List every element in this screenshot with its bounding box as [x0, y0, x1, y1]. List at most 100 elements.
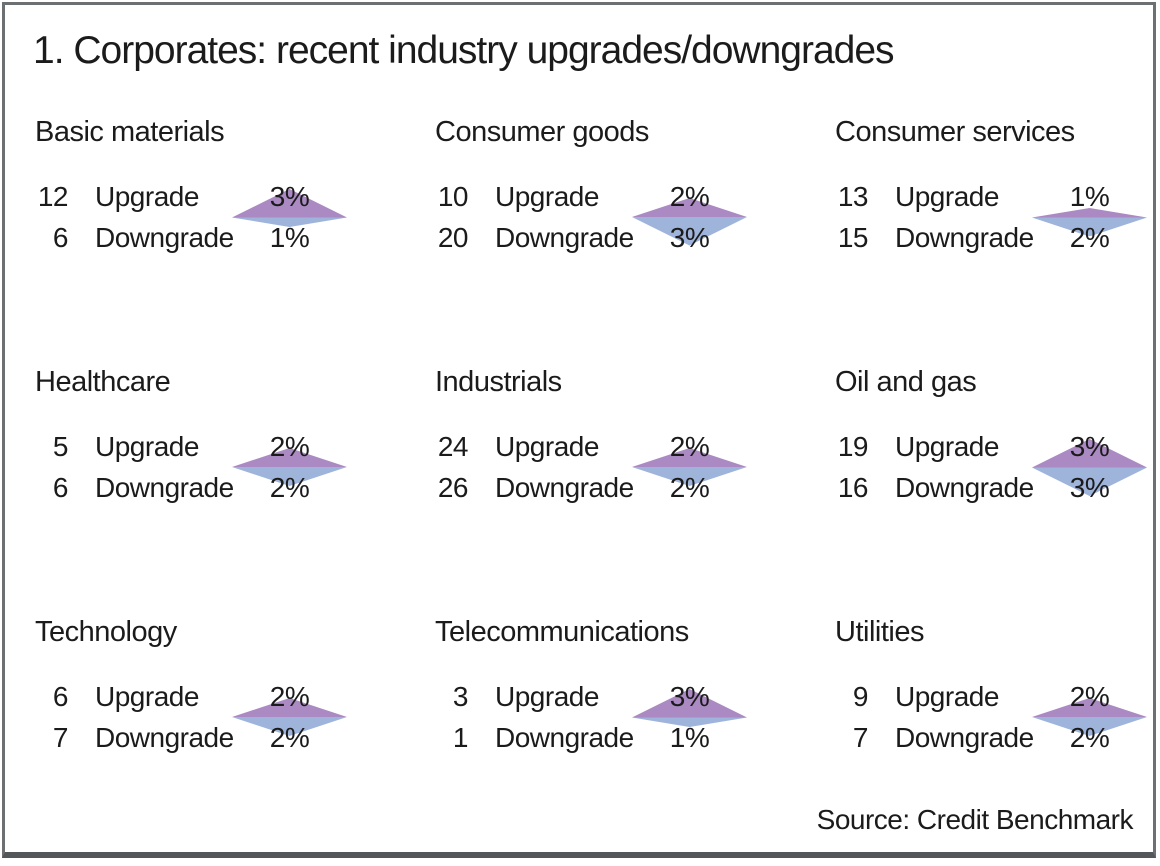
upgrade-row: 10 Upgrade 2%: [435, 176, 807, 217]
downgrade-count: 16: [837, 471, 869, 503]
upgrade-downgrade-diamond: [632, 688, 747, 727]
upgrade-pct: 3%: [669, 680, 710, 712]
sector-title: Consumer goods: [435, 116, 649, 148]
sector-rows: 6 Upgrade 2% 7 Downgrade 2%: [35, 676, 407, 758]
upgrade-pct: 2%: [269, 680, 310, 712]
downgrade-triangle: [1032, 717, 1147, 736]
upgrade-label: Upgrade: [95, 680, 199, 712]
upgrade-triangle: [632, 198, 747, 217]
downgrade-count: 1: [452, 721, 469, 753]
sector-panel-healthcare: Healthcare 5 Upgrade 2% 6 Downgrade 2%: [35, 366, 407, 611]
downgrade-count: 15: [837, 221, 869, 253]
downgrade-triangle: [632, 217, 747, 246]
downgrade-row: 20 Downgrade 3%: [435, 217, 807, 258]
downgrade-pct: 2%: [269, 471, 310, 503]
chart-title: 1. Corporates: recent industry upgrades/…: [33, 29, 895, 72]
downgrade-label: Downgrade: [95, 721, 234, 753]
upgrade-triangle: [232, 188, 347, 217]
source-note: Source: Credit Benchmark: [816, 804, 1134, 835]
upgrade-triangle: [1032, 698, 1147, 717]
sector-rows: 13 Upgrade 1% 15 Downgrade 2%: [835, 176, 1160, 258]
downgrade-label: Downgrade: [495, 721, 634, 753]
sector-panel-basic-materials: Basic materials 12 Upgrade 3% 6 Downgrad…: [35, 116, 407, 361]
sector-panel-telecommunications: Telecommunications 3 Upgrade 3% 1 Downgr…: [435, 616, 807, 861]
downgrade-row: 1 Downgrade 1%: [435, 717, 807, 758]
upgrade-triangle: [632, 448, 747, 467]
upgrade-row: 12 Upgrade 3%: [35, 176, 407, 217]
upgrade-downgrade-diamond: [232, 698, 347, 736]
sector-panel-consumer-goods: Consumer goods 10 Upgrade 2% 20 Downgrad…: [435, 116, 807, 361]
upgrade-label: Upgrade: [895, 680, 999, 712]
upgrade-row: 19 Upgrade 3%: [835, 426, 1160, 467]
sector-title: Industrials: [435, 366, 562, 398]
upgrade-downgrade-diamond: [1032, 698, 1147, 736]
downgrade-triangle: [232, 717, 347, 736]
downgrade-row: 6 Downgrade 2%: [35, 467, 407, 508]
sector-panel-industrials: Industrials 24 Upgrade 2% 26 Downgrade 2…: [435, 366, 807, 611]
downgrade-pct: 1%: [669, 721, 710, 753]
upgrade-downgrade-diamond: [232, 448, 347, 486]
upgrade-count: 6: [52, 680, 69, 712]
upgrade-label: Upgrade: [895, 180, 999, 212]
upgrade-triangle: [1032, 207, 1147, 217]
upgrade-pct: 2%: [669, 430, 710, 462]
sector-rows: 12 Upgrade 3% 6 Downgrade 1%: [35, 176, 407, 258]
downgrade-row: 7 Downgrade 2%: [35, 717, 407, 758]
upgrade-count: 19: [837, 430, 869, 462]
sector-title: Consumer services: [835, 116, 1075, 148]
upgrade-label: Upgrade: [895, 430, 999, 462]
upgrade-count: 9: [852, 680, 869, 712]
downgrade-label: Downgrade: [95, 221, 234, 253]
upgrade-label: Upgrade: [495, 430, 599, 462]
upgrade-label: Upgrade: [495, 680, 599, 712]
sector-rows: 5 Upgrade 2% 6 Downgrade 2%: [35, 426, 407, 508]
downgrade-row: 16 Downgrade 3%: [835, 467, 1160, 508]
downgrade-pct: 2%: [269, 721, 310, 753]
downgrade-label: Downgrade: [895, 721, 1034, 753]
upgrade-row: 13 Upgrade 1%: [835, 176, 1160, 217]
downgrade-count: 26: [437, 471, 469, 503]
downgrade-row: 6 Downgrade 1%: [35, 217, 407, 258]
downgrade-count: 20: [437, 221, 469, 253]
downgrade-count: 7: [852, 721, 869, 753]
downgrade-triangle: [632, 717, 747, 727]
downgrade-pct: 2%: [1069, 721, 1110, 753]
downgrade-row: 15 Downgrade 2%: [835, 217, 1160, 258]
upgrade-label: Upgrade: [95, 180, 199, 212]
downgrade-triangle: [1032, 217, 1147, 236]
sector-title: Basic materials: [35, 116, 225, 148]
upgrade-count: 3: [452, 680, 469, 712]
upgrade-pct: 3%: [269, 180, 310, 212]
sector-title: Oil and gas: [835, 366, 977, 398]
upgrade-count: 12: [37, 180, 69, 212]
sector-panel-utilities: Utilities 9 Upgrade 2% 7 Downgrade 2%: [835, 616, 1160, 861]
sector-rows: 10 Upgrade 2% 20 Downgrade 3%: [435, 176, 807, 258]
upgrade-pct: 2%: [1069, 680, 1110, 712]
upgrade-pct: 1%: [1069, 180, 1110, 212]
downgrade-count: 6: [52, 471, 69, 503]
downgrade-pct: 2%: [1069, 221, 1110, 253]
upgrade-triangle: [232, 698, 347, 717]
downgrade-pct: 3%: [669, 221, 710, 253]
sector-panel-consumer-services: Consumer services 13 Upgrade 1% 15 Downg…: [835, 116, 1160, 361]
sector-title: Healthcare: [35, 366, 171, 398]
upgrade-count: 10: [437, 180, 469, 212]
sector-rows: 9 Upgrade 2% 7 Downgrade 2%: [835, 676, 1160, 758]
downgrade-label: Downgrade: [95, 471, 234, 503]
upgrade-triangle: [232, 448, 347, 467]
upgrade-row: 24 Upgrade 2%: [435, 426, 807, 467]
upgrade-triangle: [632, 688, 747, 717]
upgrade-label: Upgrade: [495, 180, 599, 212]
downgrade-triangle: [232, 467, 347, 486]
upgrade-pct: 2%: [669, 180, 710, 212]
downgrade-triangle: [632, 467, 747, 486]
sector-title: Telecommunications: [435, 616, 689, 648]
downgrade-label: Downgrade: [895, 471, 1034, 503]
downgrade-label: Downgrade: [495, 221, 634, 253]
downgrade-pct: 2%: [669, 471, 710, 503]
upgrade-row: 5 Upgrade 2%: [35, 426, 407, 467]
upgrade-triangle: [1032, 438, 1147, 467]
downgrade-label: Downgrade: [495, 471, 634, 503]
upgrade-row: 6 Upgrade 2%: [35, 676, 407, 717]
